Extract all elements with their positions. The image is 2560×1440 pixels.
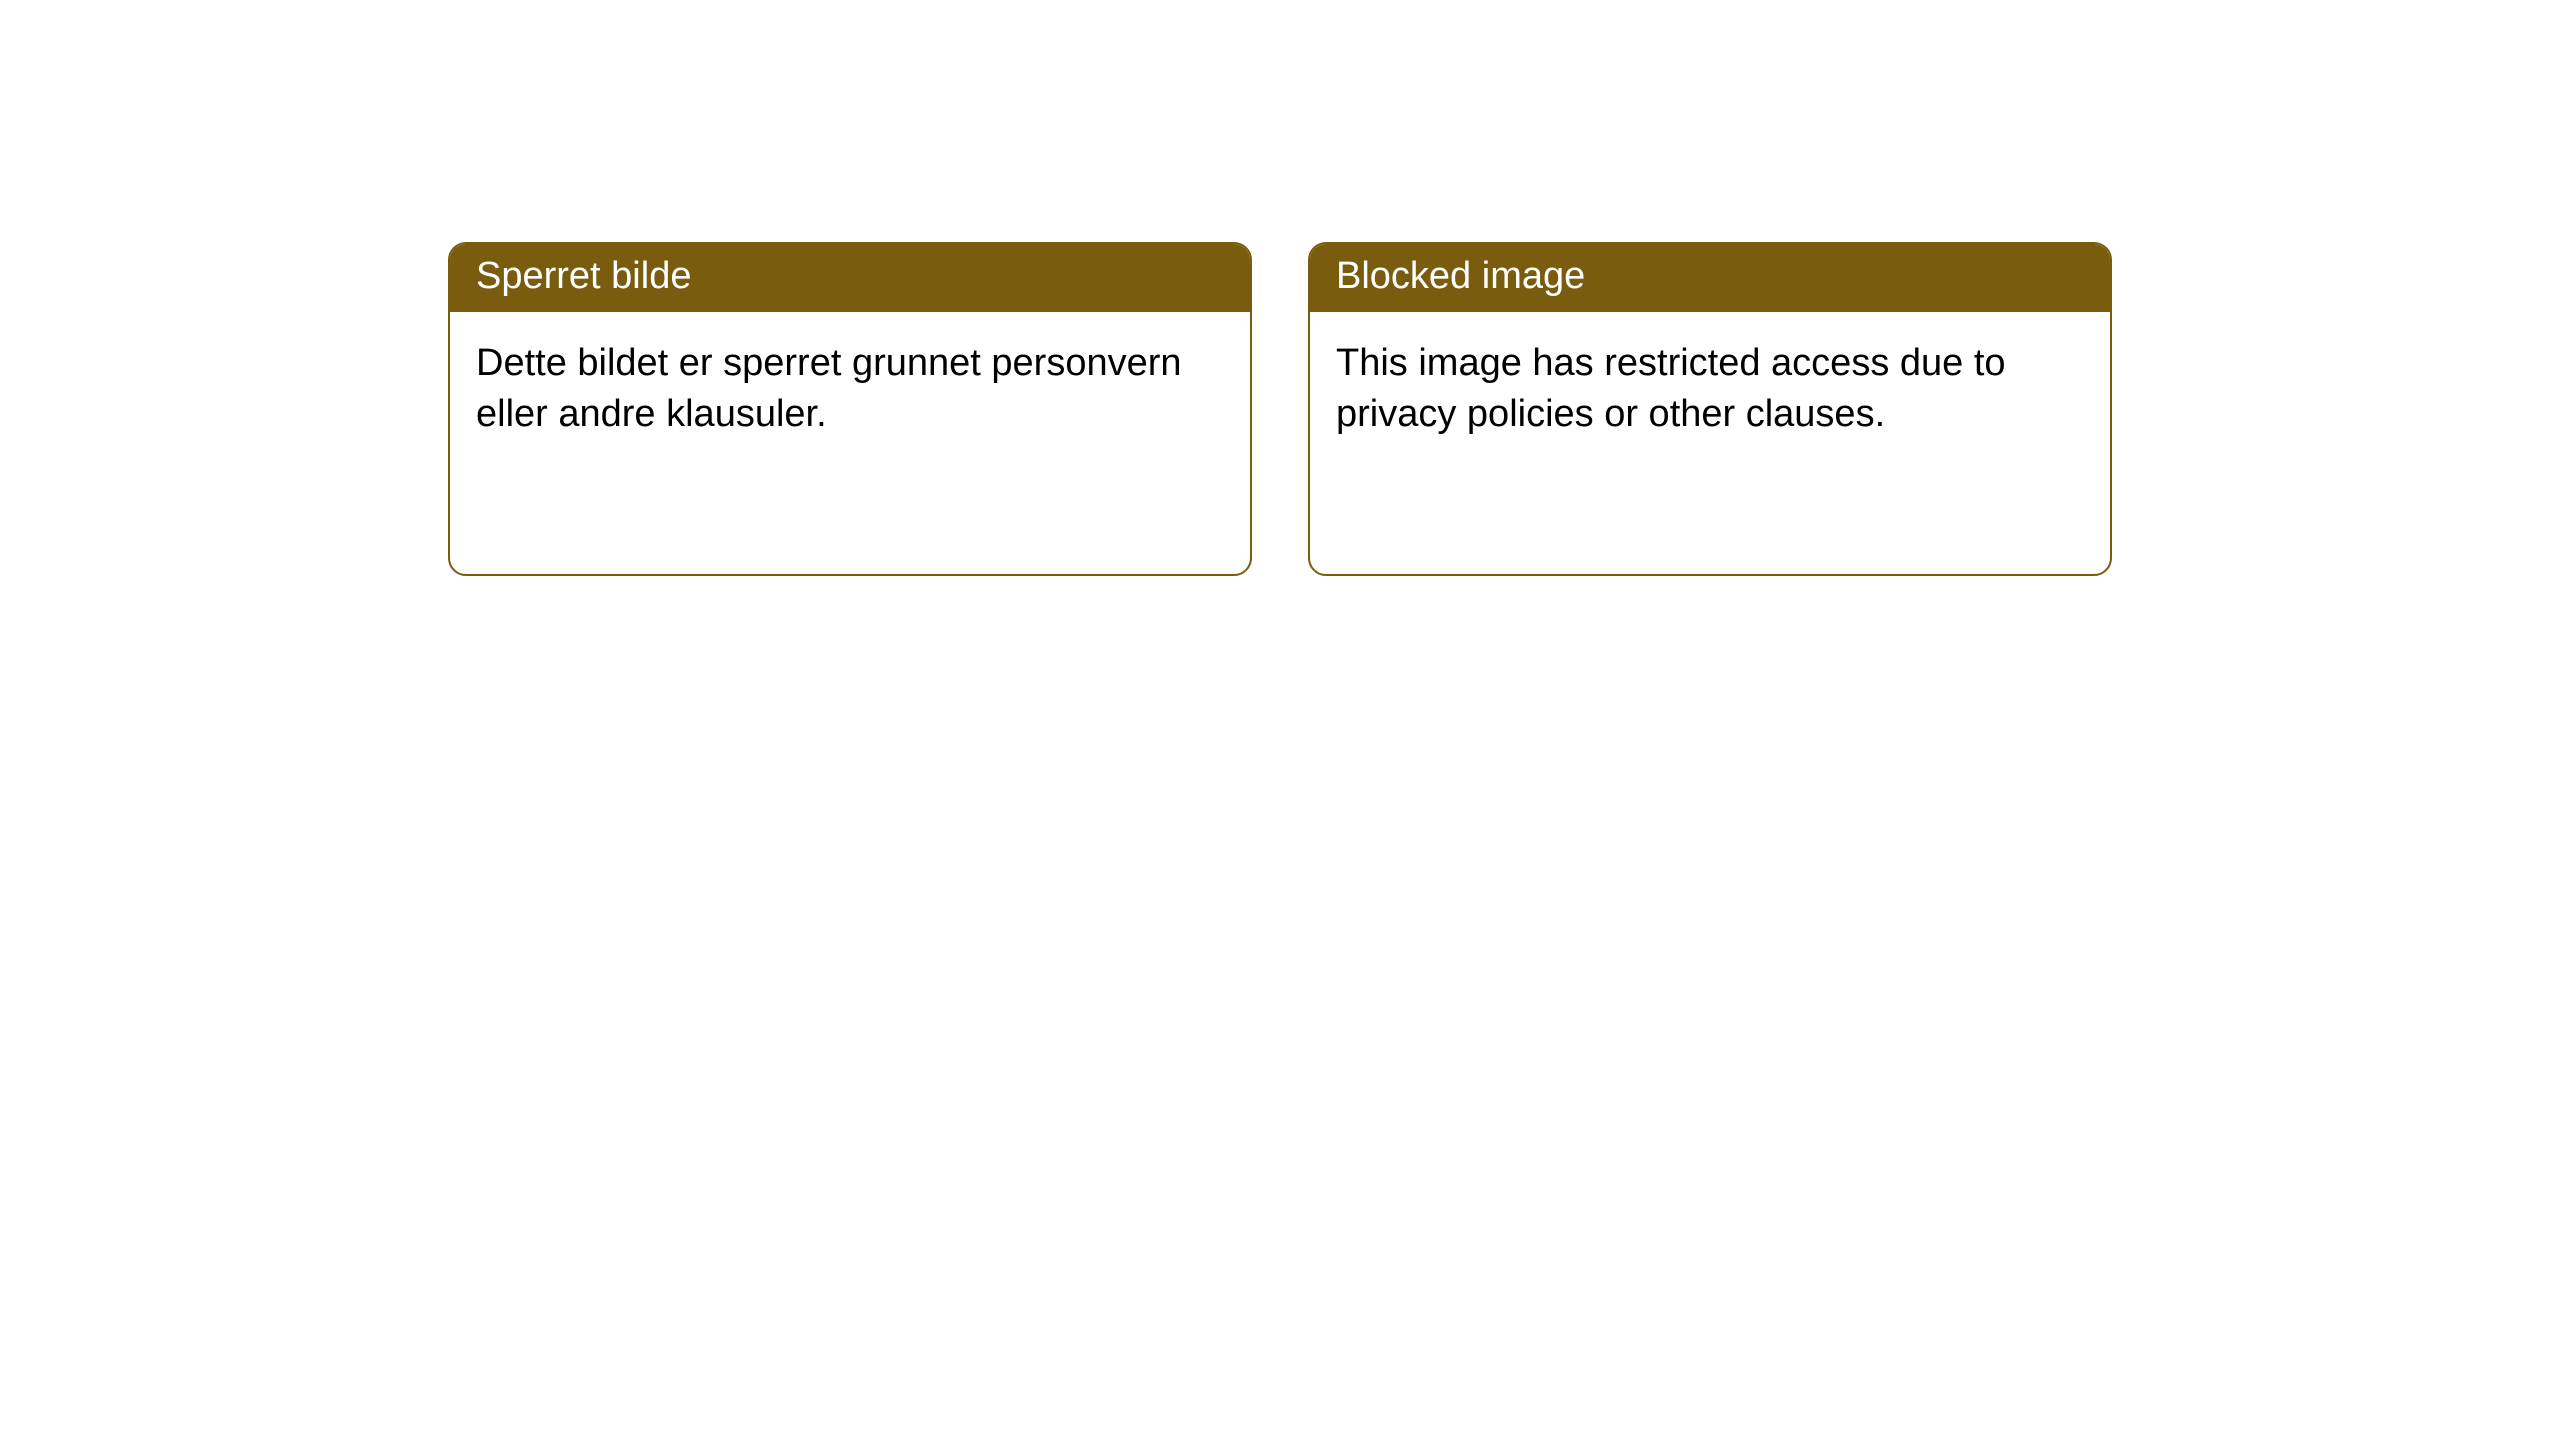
notice-card-english: Blocked image This image has restricted … bbox=[1308, 242, 2112, 576]
notice-cards-container: Sperret bilde Dette bildet er sperret gr… bbox=[448, 242, 2112, 576]
notice-card-title: Blocked image bbox=[1310, 244, 2110, 312]
notice-card-body: This image has restricted access due to … bbox=[1310, 312, 2110, 467]
notice-card-title: Sperret bilde bbox=[450, 244, 1250, 312]
notice-card-body: Dette bildet er sperret grunnet personve… bbox=[450, 312, 1250, 467]
notice-card-norwegian: Sperret bilde Dette bildet er sperret gr… bbox=[448, 242, 1252, 576]
